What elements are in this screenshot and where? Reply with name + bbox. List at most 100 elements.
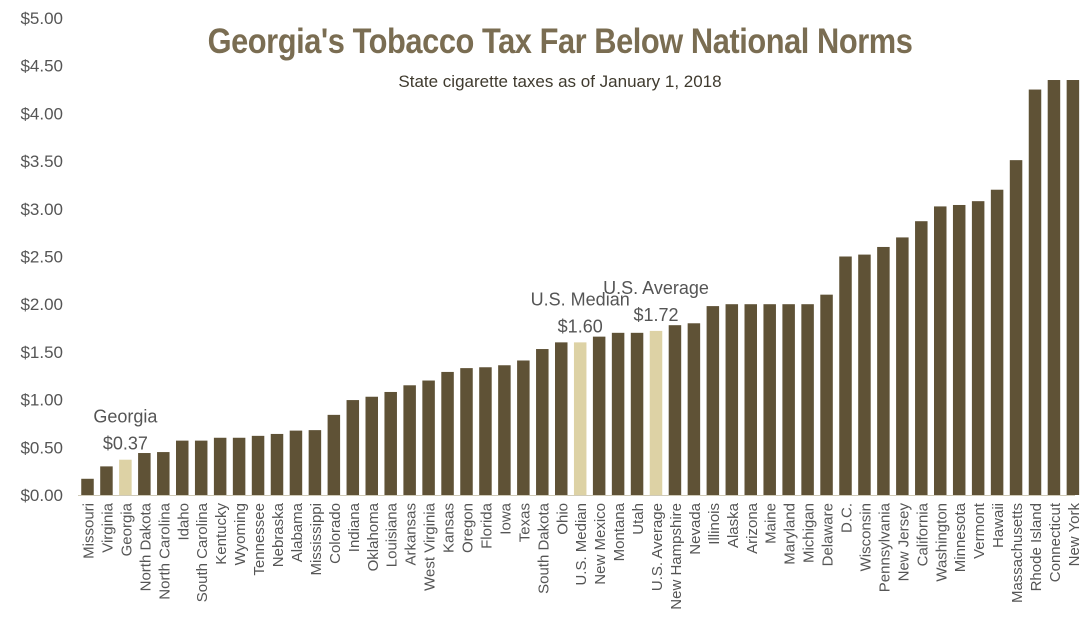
x-tick-label: New York (1066, 503, 1081, 567)
x-tick-label: South Dakota (535, 502, 552, 594)
bar (1028, 89, 1042, 496)
bar (990, 189, 1004, 495)
x-tick-label: West Virginia (422, 502, 439, 590)
x-tick-label: Pennsylvania (876, 502, 893, 592)
bar (308, 430, 322, 495)
bar (839, 256, 852, 495)
x-tick-label: Nevada (687, 502, 704, 554)
bar (138, 453, 151, 495)
bar (289, 430, 303, 495)
bar (479, 367, 492, 495)
x-tick-label: Rhode Island (1028, 503, 1045, 591)
annotation-label: U.S. Median (531, 289, 630, 309)
x-tick-label: Vermont (971, 502, 988, 559)
y-tick-label: $2.00 (20, 295, 63, 314)
x-tick-label: Texas (516, 503, 533, 542)
x-tick-label: Louisiana (384, 502, 401, 567)
bar (744, 304, 757, 495)
x-tick-label: Missouri (81, 503, 98, 559)
bar (157, 452, 170, 495)
x-tick-label: Illinois (706, 503, 723, 545)
bar (441, 371, 454, 495)
bar (460, 368, 473, 495)
x-tick-label: North Dakota (137, 502, 154, 591)
bar (384, 391, 397, 495)
bar (971, 201, 985, 495)
x-tick-label: Virginia (99, 502, 116, 552)
bar (611, 332, 625, 495)
bar (573, 342, 587, 495)
bar (763, 304, 776, 495)
bar (194, 440, 208, 495)
bar (1009, 160, 1023, 495)
x-tick-label: Georgia (118, 502, 135, 556)
x-tick-label: Arizona (744, 502, 761, 554)
chart-title: Georgia's Tobacco Tax Far Below National… (207, 22, 913, 61)
bar (100, 466, 113, 495)
annotation-label: U.S. Average (603, 278, 709, 298)
bar (270, 433, 284, 495)
bar (1066, 80, 1080, 495)
annotation-label: $1.72 (633, 305, 678, 325)
bar (630, 332, 644, 495)
bar (858, 254, 871, 495)
x-tick-label: Colorado (327, 503, 344, 564)
y-tick-label: $4.50 (20, 57, 63, 76)
annotation-label: $0.37 (103, 434, 148, 454)
bar (706, 306, 720, 495)
y-tick-label: $0.00 (20, 486, 63, 505)
bar (801, 304, 814, 495)
chart-subtitle: State cigarette taxes as of January 1, 2… (398, 72, 722, 91)
bar (934, 206, 947, 496)
annotation-label: $1.60 (558, 316, 603, 336)
x-tick-label: Indiana (346, 502, 363, 552)
x-tick-label: U.S. Average (649, 503, 666, 591)
x-tick-label: Delaware (820, 503, 837, 566)
x-tick-label: New Jersey (895, 503, 912, 582)
x-tick-label: Oregon (460, 503, 477, 553)
bar (536, 349, 549, 495)
x-tick-label: Nebraska (270, 502, 287, 567)
x-tick-label: Maryland (782, 503, 799, 565)
x-tick-label: Kentucky (213, 503, 230, 565)
bar (687, 323, 701, 495)
x-tick-label: California (914, 502, 931, 566)
bar (119, 459, 132, 495)
bar (232, 437, 246, 495)
x-tick-label: Arkansas (403, 503, 420, 566)
bar (346, 400, 360, 495)
bar (213, 437, 227, 495)
x-tick-label: Alaska (725, 502, 742, 548)
x-tick-label: Washington (933, 503, 950, 582)
bar (365, 396, 378, 495)
bar (896, 237, 909, 496)
y-tick-label: $1.00 (20, 391, 63, 410)
x-tick-label: Tennessee (251, 503, 268, 576)
x-tick-label: Florida (478, 502, 495, 549)
bar (422, 380, 435, 495)
bar (782, 304, 795, 495)
x-tick-label: Oklahoma (365, 502, 382, 571)
x-tick-label: Alabama (289, 502, 306, 562)
bar (668, 325, 682, 495)
bar (820, 294, 833, 495)
bar (555, 342, 568, 495)
y-tick-label: $2.50 (20, 248, 63, 267)
bar (81, 478, 94, 495)
bar (176, 440, 189, 495)
x-tick-label: Minnesota (952, 502, 969, 572)
bar (403, 385, 416, 495)
bar (877, 246, 890, 495)
x-tick-label: Ohio (554, 503, 571, 535)
x-tick-label: Idaho (175, 503, 192, 541)
x-tick-label: Michigan (801, 503, 818, 563)
x-tick-label: New Mexico (592, 503, 609, 585)
x-tick-label: New Hampshire (668, 503, 685, 610)
bar (592, 336, 606, 495)
bar (1047, 80, 1061, 495)
y-tick-label: $0.50 (20, 438, 63, 457)
bar (517, 360, 530, 495)
x-tick-label: Kansas (441, 503, 458, 553)
bar (952, 204, 966, 495)
